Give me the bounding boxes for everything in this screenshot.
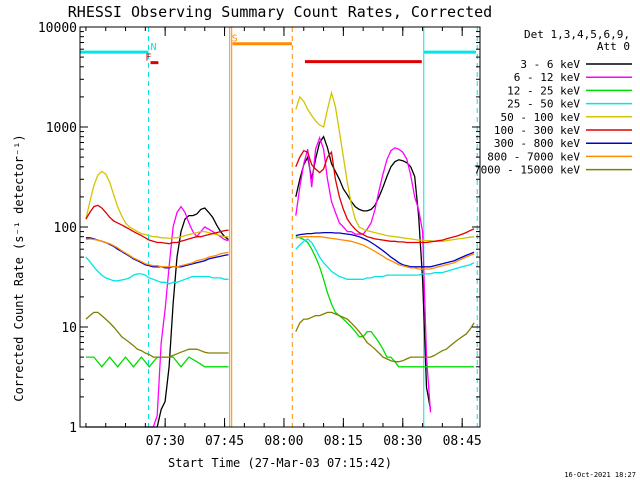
x-tick-label-0: 07:30 [146,434,185,449]
axis-frame: 1 10 100 1000 10000 07:30 07:45 08:00 08:15 08:30… [38,21,482,449]
x-axis-label: Start Time (27-Mar-03 07:15:42) [168,456,392,470]
series-line-5-0 [85,204,229,245]
series-line-4-1 [295,90,475,242]
series-line-7-1 [295,236,475,270]
x-tick-label-2: 08:00 [264,434,303,449]
legend-header-1: Att 0 [597,40,630,53]
x-tick-label-3: 08:15 [324,434,363,449]
legend-label-4: 50 - 100 keV [501,111,581,124]
legend-header-0: Det 1,3,4,5,6,9, [524,28,630,41]
series-1 [145,135,432,428]
series-2 [85,236,475,368]
legend-label-5: 100 - 300 keV [494,124,580,137]
legend-label-3: 25 - 50 keV [507,98,580,111]
series-8 [85,311,475,363]
y-tick-label-1: 10 [61,321,77,336]
series-line-0-0 [85,207,229,428]
series-line-3-1 [295,238,475,280]
legend-label-0: 3 - 6 keV [520,58,580,71]
x-tick-label-5: 08:45 [443,434,482,449]
series-line-4-0 [85,170,229,240]
series-line-5-1 [295,149,475,244]
series-line-6-1 [295,231,475,268]
series-line-7-0 [85,238,229,268]
legend-label-8: 7000 - 15000 keV [474,164,580,177]
legend-label-2: 12 - 25 keV [507,84,580,97]
series-line-2-0 [85,356,229,368]
flag-label-s: S [232,34,238,45]
x-tick-label-4: 08:30 [383,434,422,449]
y-axis-label: Corrected Count Rate (s⁻¹ detector⁻¹) [12,134,26,401]
series-5 [85,149,475,245]
series-4 [85,90,475,242]
series-line-0-1 [295,135,432,410]
footer-date: 16-Oct-2021 18:27 [564,471,636,479]
flag-label-n: N [151,42,157,53]
chart-title: RHESSI Observing Summary Count Rates, Co… [68,3,492,21]
y-tick-label-2: 100 [54,221,77,236]
series-0 [85,135,432,428]
series-line-8-0 [85,311,229,358]
series-7 [85,236,475,270]
y-tick-label-3: 1000 [46,121,77,136]
legend-label-6: 300 - 800 keV [494,137,580,150]
flag-label-f: F [145,53,151,64]
x-tick-label-1: 07:45 [205,434,244,449]
y-tick-label-0: 1 [69,421,77,436]
series-line-8-1 [295,311,475,363]
series-line-2-1 [295,236,475,368]
legend-label-7: 800 - 7000 keV [487,150,580,163]
legend-label-1: 6 - 12 keV [514,71,581,84]
series-3 [85,238,475,285]
plot-area: NF S [79,27,478,428]
y-tick-label-4: 10000 [38,21,77,36]
series-line-3-0 [85,256,229,285]
